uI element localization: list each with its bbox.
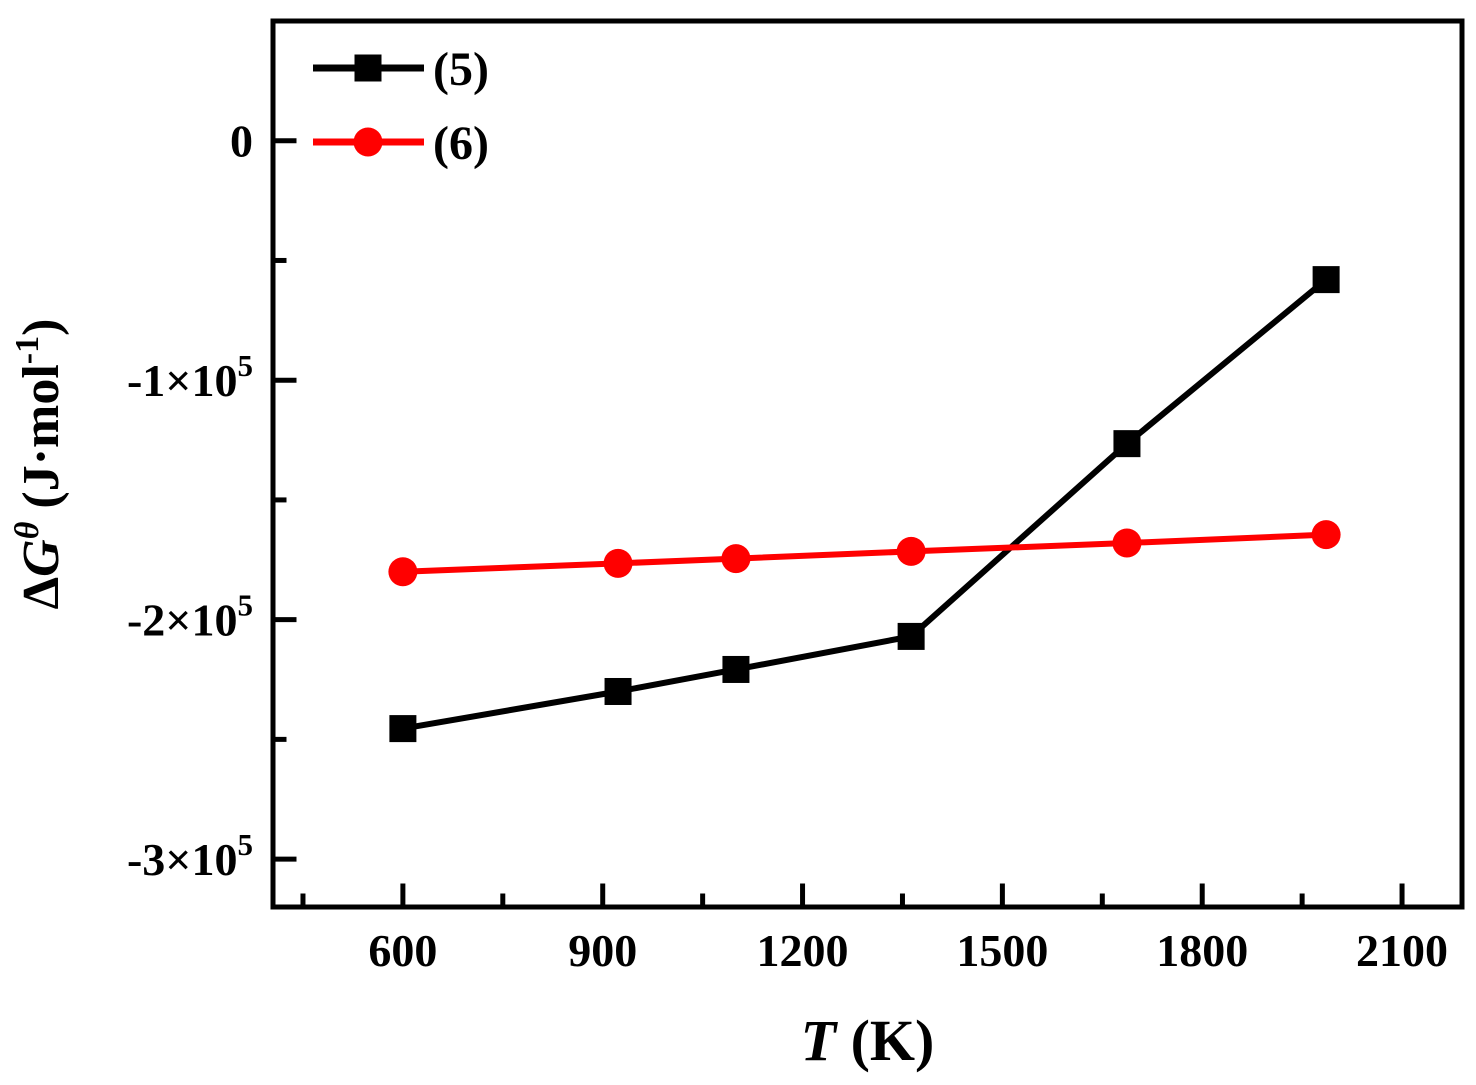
x-axis-tick-label: 2100 [1356, 925, 1448, 976]
x-axis-tick-label: 1800 [1156, 925, 1248, 976]
series-6-marker-circle [388, 557, 418, 587]
series-5-marker-square [389, 715, 417, 743]
y-axis-tick-label: -2×105 [127, 588, 253, 646]
x-axis-tick-label: 1200 [757, 925, 849, 976]
y-axis-tick-label: -3×105 [127, 827, 253, 885]
plot-frame [270, 18, 1465, 910]
series-5-line [402, 277, 1329, 732]
series-6-marker-circle [721, 544, 751, 574]
legend-label: (6) [433, 117, 489, 170]
series-5-marker-square [897, 622, 925, 650]
legend-item-6: (6) [313, 117, 489, 170]
y-axis-tick-label: 0 [230, 116, 253, 167]
y-axis-title: ΔGθ (J·mol-1) [9, 319, 70, 610]
x-axis-tick-label: 1500 [956, 925, 1048, 976]
legend-item-5: (5) [313, 43, 489, 96]
series-6-line [402, 531, 1327, 575]
series-5-marker-square [1312, 266, 1340, 294]
series-6-marker-circle [603, 548, 633, 578]
series-5-marker-square [1113, 430, 1141, 458]
legend: (5)(6) [313, 43, 489, 170]
x-axis-tick-label: 600 [368, 925, 437, 976]
y-axis-tick-label: -1×105 [127, 348, 253, 406]
series-6-marker-circle [896, 536, 926, 566]
series-6-marker-circle [1112, 528, 1142, 558]
legend-square-marker-icon [354, 54, 382, 82]
legend-label: (5) [433, 43, 489, 96]
series-5-marker-square [604, 677, 632, 705]
x-axis-tick-label: 900 [568, 925, 637, 976]
series-6-marker-circle [1311, 520, 1341, 550]
series-5-marker-square [722, 655, 750, 683]
x-axis-title: T (K) [801, 1008, 935, 1073]
legend-circle-marker-icon [353, 127, 383, 157]
